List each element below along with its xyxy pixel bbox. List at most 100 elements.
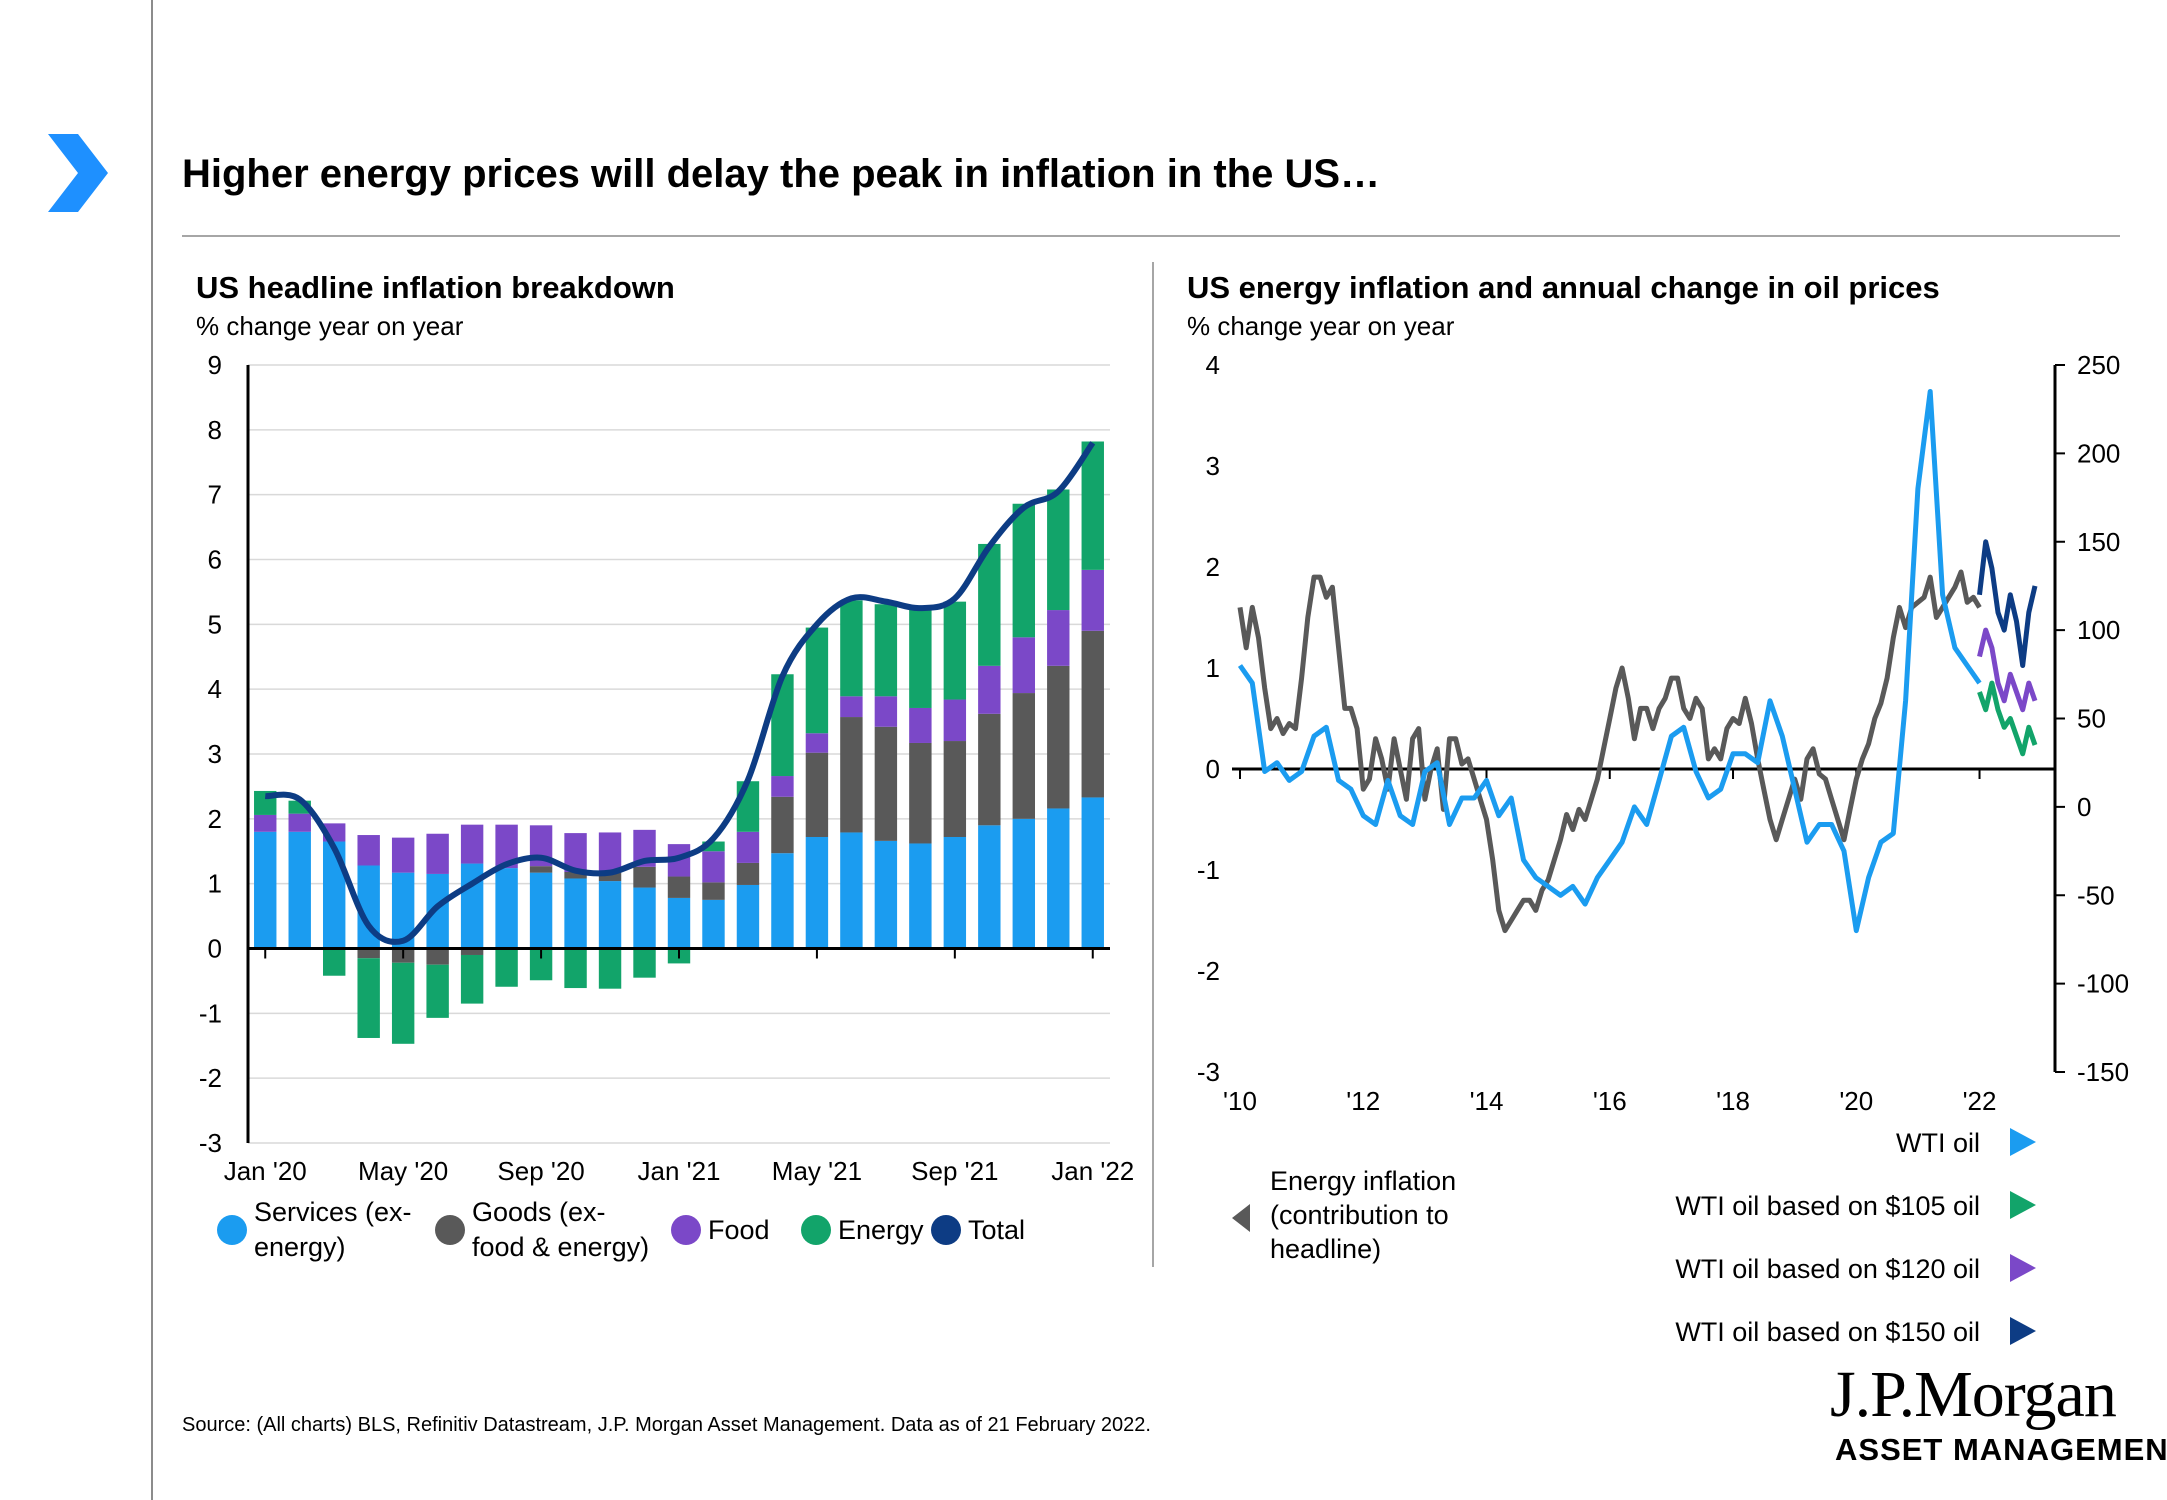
y2-tick-label: 200: [2077, 438, 2120, 468]
bar-energy: [495, 949, 518, 987]
bar-goods: [598, 871, 622, 882]
bar-services: [1047, 808, 1070, 949]
right-chart-title: US energy inflation and annual change in…: [1187, 270, 1940, 305]
legend-label: Energy: [838, 1215, 924, 1245]
bar-services: [564, 878, 587, 949]
bar-energy: [805, 627, 829, 734]
bar-services: [598, 881, 622, 949]
bar-goods: [460, 948, 484, 955]
y-tick-label: 9: [208, 350, 222, 380]
bar-energy: [909, 606, 932, 708]
bar-services: [702, 899, 725, 949]
left-divider: [151, 0, 153, 1500]
bar-goods: [736, 862, 760, 885]
legend-marker: [2010, 1317, 2036, 1345]
legend-marker: [671, 1215, 701, 1245]
x-tick-label: '20: [1839, 1086, 1873, 1116]
bar-services: [805, 836, 829, 949]
x-tick-label: Jan '20: [224, 1156, 307, 1186]
bar-food: [598, 832, 622, 872]
bar-goods: [667, 876, 691, 898]
bar-food: [391, 837, 415, 873]
asset-management-logo: ASSET MANAGEMENT: [1835, 1432, 2167, 1467]
bar-food: [1081, 569, 1104, 631]
series-wti-oil-based-on-120-oil: [1977, 627, 2038, 713]
bar-food: [840, 696, 863, 718]
legend-label: WTI oil based on $105 oil: [1675, 1191, 1980, 1221]
bar-services: [978, 825, 1001, 949]
bar-food: [943, 699, 967, 742]
bar-energy: [322, 948, 346, 976]
bar-energy: [874, 604, 898, 697]
chart-divider: [1152, 262, 1154, 1267]
left-chart-title: US headline inflation breakdown: [196, 270, 675, 305]
series-wti-oil: [1237, 389, 1982, 934]
bar-services: [633, 887, 656, 949]
legend-label: headline): [1270, 1234, 1381, 1264]
series-wti-oil-based-on-105-oil: [1977, 680, 2038, 757]
x-tick-label: '22: [1963, 1086, 1997, 1116]
x-tick-label: Sep '21: [911, 1156, 998, 1186]
bar-goods: [874, 726, 898, 841]
legend-marker: [1232, 1204, 1250, 1232]
y-tick-label: 8: [208, 415, 222, 445]
y-tick-label: -2: [199, 1063, 222, 1093]
bar-services: [322, 841, 346, 949]
bar-services: [529, 872, 553, 949]
bar-energy: [840, 600, 863, 697]
bar-energy: [1081, 441, 1104, 570]
bar-food: [771, 776, 794, 797]
y-tick-label: 2: [1206, 552, 1220, 582]
bar-energy: [978, 543, 1001, 666]
y-tick-label: -3: [199, 1128, 222, 1158]
bar-energy: [1012, 503, 1036, 638]
bar-energy: [391, 962, 415, 1044]
bar-services: [874, 840, 898, 949]
y-tick-label: 4: [1206, 350, 1220, 380]
legend-marker: [2010, 1191, 2036, 1219]
x-tick-label: Sep '20: [497, 1156, 584, 1186]
bar-services: [357, 865, 380, 949]
bar-energy: [357, 958, 380, 1038]
bar-energy: [633, 948, 656, 978]
legend-marker: [435, 1215, 465, 1245]
bar-services: [736, 884, 760, 949]
y-tick-label: 7: [208, 480, 222, 510]
left-chart-subtitle: % change year on year: [196, 311, 464, 341]
bar-services: [943, 836, 967, 949]
bar-goods: [1012, 693, 1036, 819]
bar-goods: [1081, 630, 1104, 798]
title-divider: [182, 235, 2120, 237]
bar-services: [771, 853, 794, 949]
bar-services: [909, 843, 932, 949]
legend-label: WTI oil: [1896, 1128, 1980, 1158]
bar-services: [1081, 797, 1104, 949]
legend-label: energy): [254, 1232, 346, 1262]
bar-food: [254, 814, 277, 832]
bar-energy: [702, 841, 725, 852]
bar-services: [1012, 818, 1036, 949]
legend-label: Total: [968, 1215, 1025, 1245]
bar-food: [564, 833, 587, 872]
series-wti-oil-based-on-150-oil: [1977, 539, 2038, 668]
y-tick-label: 1: [1206, 653, 1220, 683]
y2-tick-label: 250: [2077, 350, 2120, 380]
bar-food: [460, 824, 484, 864]
x-tick-label: '10: [1223, 1086, 1257, 1116]
y-tick-label: 3: [208, 739, 222, 769]
x-tick-label: May '21: [772, 1156, 862, 1186]
bar-food: [909, 707, 932, 743]
bar-food: [357, 835, 380, 866]
bar-goods: [529, 866, 553, 873]
legend-marker: [2010, 1254, 2036, 1282]
bar-services: [426, 873, 449, 949]
energy-oil-chart: -3 -2 -1 0 1 2 3 4 -150 -100 -50 0 50 100 150 200 250 '10…: [1197, 350, 2129, 1347]
y2-tick-label: 50: [2077, 704, 2106, 734]
x-tick-label: '14: [1470, 1086, 1504, 1116]
bar-food: [805, 733, 829, 753]
bar-food: [736, 831, 760, 863]
bar-food: [426, 833, 449, 874]
legend-label: food & energy): [472, 1232, 649, 1262]
bar-services: [288, 831, 311, 949]
y-tick-label: 4: [208, 674, 222, 704]
